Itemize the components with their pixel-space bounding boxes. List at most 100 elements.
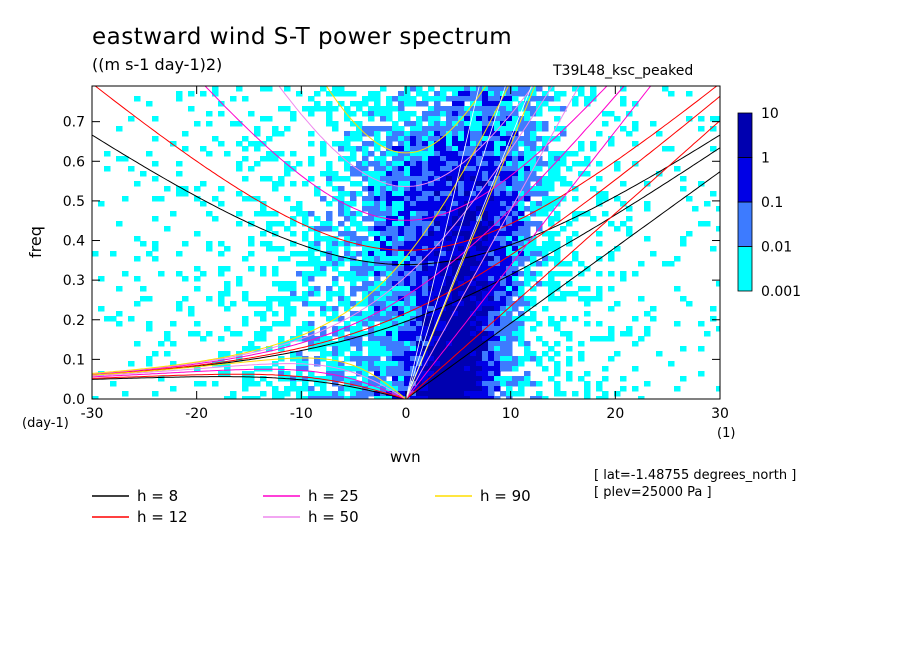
heat-cell — [512, 266, 519, 272]
heat-cell — [284, 171, 291, 177]
heat-cell — [362, 96, 369, 102]
heat-cell — [506, 311, 513, 317]
heat-cell — [452, 351, 459, 357]
heat-cell — [524, 146, 531, 152]
heat-cell — [452, 96, 459, 102]
heat-cell — [416, 291, 423, 297]
heat-cell — [410, 371, 417, 377]
heat-cell — [512, 91, 519, 97]
heat-cell — [434, 291, 441, 297]
kelvin-wave-curve — [405, 171, 720, 399]
heat-cell — [260, 241, 267, 247]
heat-cell — [602, 396, 609, 399]
heat-cell — [374, 241, 381, 247]
heat-cell — [374, 351, 381, 357]
heat-cell — [476, 276, 483, 282]
heat-cell — [302, 181, 309, 187]
heat-cell — [506, 176, 513, 182]
heat-cell — [506, 386, 513, 392]
heat-cell — [374, 301, 381, 307]
heat-cell — [554, 286, 561, 292]
heat-cell — [482, 181, 489, 187]
heat-cell — [524, 316, 531, 322]
heat-cell — [476, 291, 483, 297]
heat-cell — [398, 341, 405, 347]
heat-cell — [524, 106, 531, 112]
heat-cell — [332, 171, 339, 177]
heat-cell — [302, 321, 309, 327]
heat-cell — [602, 121, 609, 127]
heat-cell — [440, 251, 447, 257]
heat-cell — [548, 136, 555, 142]
heat-cell — [392, 251, 399, 257]
heat-cell — [356, 241, 363, 247]
heat-cell — [620, 221, 627, 227]
heat-cell — [386, 181, 393, 187]
heat-cell — [470, 271, 477, 277]
heat-cell — [410, 181, 417, 187]
x-unit-right-label: (1) — [717, 426, 736, 441]
heat-cell — [536, 336, 543, 342]
heat-cell — [236, 356, 243, 362]
heat-cell — [542, 161, 549, 167]
heat-cell — [440, 376, 447, 382]
heat-cell — [386, 231, 393, 237]
heat-cell — [512, 391, 519, 397]
heat-cell — [374, 276, 381, 282]
heat-cell — [290, 381, 297, 387]
heat-cell — [500, 346, 507, 352]
heat-cell — [464, 246, 471, 252]
heat-cell — [494, 266, 501, 272]
heat-cell — [482, 261, 489, 267]
heat-cell — [182, 186, 189, 192]
heat-cell — [356, 261, 363, 267]
heat-cell — [554, 161, 561, 167]
heat-cell — [296, 261, 303, 267]
heat-cell — [224, 306, 231, 312]
heat-cell — [404, 321, 411, 327]
heat-cell — [368, 311, 375, 317]
heat-cell — [554, 156, 561, 162]
heat-cell — [404, 281, 411, 287]
heat-cell — [398, 91, 405, 97]
heat-cell — [410, 396, 417, 399]
heat-cell — [470, 356, 477, 362]
heat-cell — [422, 91, 429, 97]
heat-cell — [584, 266, 591, 272]
heat-cell — [290, 386, 297, 392]
heat-cell — [236, 276, 243, 282]
heat-cell — [608, 326, 615, 332]
heat-cell — [422, 191, 429, 197]
heat-cell — [464, 236, 471, 242]
heat-cell — [410, 211, 417, 217]
heat-cell — [362, 251, 369, 257]
heat-cell — [392, 261, 399, 267]
heat-cell — [434, 126, 441, 132]
heat-cell — [206, 151, 213, 157]
heat-cell — [368, 291, 375, 297]
x-unit-label: (day-1) — [22, 416, 69, 431]
heat-cell — [464, 361, 471, 367]
heat-cell — [536, 321, 543, 327]
heat-cell — [452, 261, 459, 267]
heat-cell — [704, 221, 711, 227]
heat-cell — [440, 286, 447, 292]
heat-cell — [464, 376, 471, 382]
heat-cell — [548, 96, 555, 102]
heat-cell — [374, 226, 381, 232]
heat-cell — [428, 296, 435, 302]
heat-cell — [428, 331, 435, 337]
heat-cell — [566, 181, 573, 187]
heat-cell — [488, 86, 495, 92]
heat-cell — [602, 336, 609, 342]
heat-cell — [134, 276, 141, 282]
heat-cell — [446, 306, 453, 312]
heat-cell — [446, 321, 453, 327]
heat-cell — [584, 211, 591, 217]
heat-cell — [362, 126, 369, 132]
latitude-note: [ lat=-1.48755 degrees_north ] — [594, 468, 797, 483]
heat-cell — [488, 121, 495, 127]
heat-cell — [344, 366, 351, 372]
heat-cell — [470, 391, 477, 397]
heat-cell — [386, 291, 393, 297]
